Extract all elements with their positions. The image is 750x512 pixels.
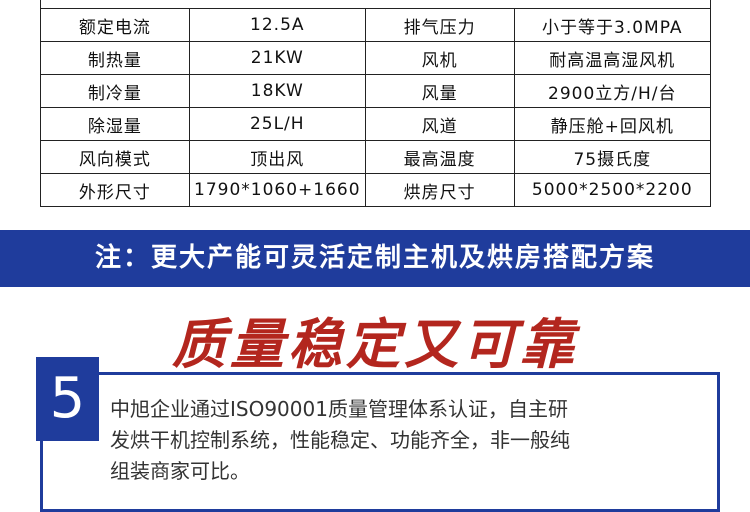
table-cell: 静压舱+回风机 [513, 107, 712, 141]
table-cell: 制冷量 [40, 74, 190, 108]
table-cell: 风道 [364, 107, 515, 141]
table-cell: 风机 [364, 41, 515, 75]
banner: 注：更大产能可灵活定制主机及烘房搭配方案 [0, 230, 750, 287]
table-cell: 小于等于3.0MPA [513, 8, 712, 42]
table-cell: 2900立方/H/台 [513, 74, 712, 108]
table-cell: 制热量 [40, 41, 190, 75]
table-cell: 12.5A [188, 8, 366, 42]
table-cell: 耐高温高湿风机 [513, 41, 712, 75]
section-title: 质量稳定又可靠 [172, 312, 578, 376]
table-row: 风向模式 顶出风 最高温度 75摄氏度 [40, 140, 712, 174]
table-cell: 排气压力 [364, 8, 515, 42]
table-cell: 额定电流 [40, 8, 190, 42]
table-row: 额定电流 12.5A 排气压力 小于等于3.0MPA [40, 8, 712, 42]
table-cell: 顶出风 [188, 140, 366, 174]
text-line: 组装商家可比。 [110, 459, 250, 483]
table-cell: 除湿量 [40, 107, 190, 141]
table-cell: 21KW [188, 41, 366, 75]
section-text: 中旭企业通过ISO90001质量管理体系认证，自主研 发烘干机控制系统，性能稳定、… [110, 394, 570, 487]
spec-table: 额定电流 12.5A 排气压力 小于等于3.0MPA 制热量 21KW 风机 耐高温高湿风机制… [40, 8, 712, 207]
table-cell: 1790*1060+1660 [188, 173, 366, 207]
table-row: 制热量 21KW 风机 耐高温高湿风机 [40, 41, 712, 75]
table-cell: 5000*2500*2200 [513, 173, 712, 207]
table-cell: 烘房尺寸 [364, 173, 515, 207]
table-row: 除湿量 25L/H 风道 静压舱+回风机 [40, 107, 712, 141]
table-row: 制冷量 18KW 风量 2900立方/H/台 [40, 74, 712, 108]
table-cell: 18KW [188, 74, 366, 108]
section-number: 5 [36, 357, 99, 441]
table-cell: 25L/H [188, 107, 366, 141]
table-top [40, 0, 711, 8]
table-row: 外形尺寸 1790*1060+1660 烘房尺寸 5000*2500*2200 [40, 173, 712, 207]
text-line: 中旭企业通过ISO90001质量管理体系认证，自主研 [110, 397, 568, 421]
table-cell: 外形尺寸 [40, 173, 190, 207]
table-cell: 风向模式 [40, 140, 190, 174]
table-cell: 风量 [364, 74, 515, 108]
table-cell: 75摄氏度 [513, 140, 712, 174]
table-cell: 最高温度 [364, 140, 515, 174]
text-line: 发烘干机控制系统，性能稳定、功能齐全，非一般纯 [110, 428, 570, 452]
